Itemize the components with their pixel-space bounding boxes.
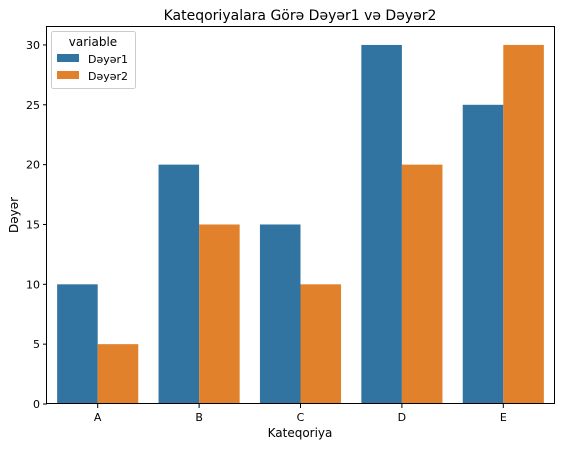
y-axis-label: Dəyər (7, 197, 21, 233)
y-tick-label-20: 20 (26, 159, 40, 172)
chart-title: Kateqoriyalara Görə Dəyər1 və Dəyər2 (164, 8, 437, 24)
bar-B-series-1 (158, 164, 200, 404)
bars-layer (57, 44, 544, 404)
legend: variable Dəyər1 Dəyər2 (51, 31, 136, 89)
y-tick-label-30: 30 (26, 39, 40, 52)
x-axis: A B C D E (94, 404, 507, 424)
x-axis-label: Kateqoriya (268, 426, 333, 440)
y-tick-label-25: 25 (26, 99, 40, 112)
legend-title: variable (69, 35, 117, 49)
bar-C-series-2 (300, 284, 342, 404)
x-tick-label-B: B (195, 411, 203, 424)
bar-A-series-1 (57, 284, 98, 404)
bar-B-series-2 (199, 224, 240, 404)
y-tick-label-0: 0 (33, 398, 40, 411)
legend-swatch-series-1 (57, 54, 79, 62)
bar-E-series-1 (462, 104, 504, 404)
legend-swatch-series-2 (57, 71, 79, 79)
y-tick-label-15: 15 (26, 218, 40, 231)
bar-A-series-2 (97, 344, 139, 404)
legend-label-series-2: Dəyər2 (88, 70, 128, 83)
legend-label-series-1: Dəyər1 (88, 53, 128, 66)
x-tick-label-A: A (94, 411, 102, 424)
bar-C-series-1 (259, 224, 301, 404)
y-tick-label-10: 10 (26, 278, 40, 291)
x-tick-label-E: E (500, 411, 507, 424)
bar-E-series-2 (503, 44, 544, 404)
x-tick-label-C: C (297, 411, 305, 424)
x-tick-label-D: D (398, 411, 406, 424)
y-tick-label-5: 5 (33, 338, 40, 351)
bar-D-series-2 (401, 164, 443, 404)
bar-D-series-1 (361, 44, 402, 404)
plot-frame (46, 26, 555, 404)
y-axis: 0 5 10 15 20 25 30 (26, 39, 47, 411)
